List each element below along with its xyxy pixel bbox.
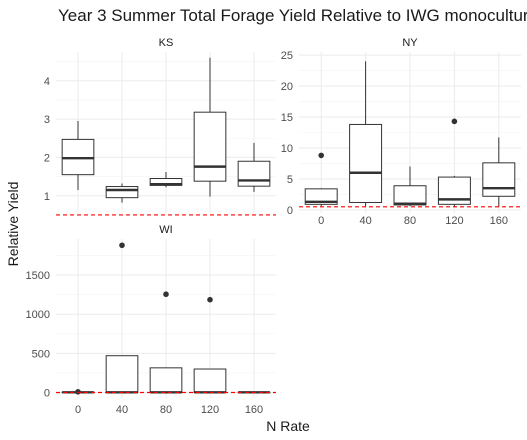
x-tick-label: 40	[359, 215, 371, 227]
box-40	[106, 183, 138, 202]
outlier-point	[207, 297, 213, 303]
outlier-point	[163, 291, 169, 297]
outlier-point	[119, 242, 125, 248]
x-tick-label: 80	[404, 215, 416, 227]
y-tick-label: 1500	[26, 270, 50, 282]
box-iqr	[150, 368, 182, 393]
y-tick-label: 1	[44, 191, 50, 203]
panel-ny: NY 0 5 10 15 20 25 0 40 80 120 160	[281, 37, 521, 227]
y-tick-label: 3	[44, 114, 50, 126]
y-tick-label: 2	[44, 152, 50, 164]
box-0	[62, 121, 94, 190]
box-iqr	[238, 161, 270, 186]
x-tick-label: 160	[245, 404, 263, 416]
y-tick-label: 25	[281, 50, 293, 62]
x-tick-label: 120	[445, 215, 463, 227]
panel-strip-label: KS	[159, 37, 174, 49]
x-tick-label: 120	[201, 404, 219, 416]
y-tick-label: 1000	[26, 309, 50, 321]
box-iqr	[483, 163, 515, 196]
facet-panels: KS 1 2 3 4 NY 0 5 10 15 20 25 0 40 80 120 160 WI 0 500 1000 1…	[26, 37, 521, 416]
x-axis-title: N Rate	[266, 418, 310, 434]
box-0	[62, 389, 94, 395]
box-iqr	[106, 187, 138, 198]
panel-wi: WI 0 500 1000 1500 0 40 80 120 160	[26, 224, 276, 416]
panel-strip-label: WI	[159, 224, 172, 236]
y-tick-label: 20	[281, 81, 293, 93]
x-tick-label: 80	[160, 404, 172, 416]
y-tick-label: 10	[281, 143, 293, 155]
y-tick-label: 5	[287, 174, 293, 186]
panel-strip-label: NY	[402, 37, 418, 49]
box-iqr	[194, 112, 226, 181]
box-80	[394, 167, 426, 207]
box-iqr	[350, 124, 382, 202]
box-iqr	[194, 369, 226, 392]
y-tick-label: 0	[287, 205, 293, 217]
box-iqr	[394, 186, 426, 205]
y-tick-label: 4	[44, 76, 50, 88]
y-tick-label: 15	[281, 112, 293, 124]
outlier-point	[318, 153, 324, 159]
x-tick-label: 0	[75, 404, 81, 416]
chart-title: Year 3 Summer Total Forage Yield Relativ…	[58, 6, 527, 25]
y-tick-label: 0	[44, 388, 50, 400]
box-iqr	[106, 356, 138, 393]
panel-ks: KS 1 2 3 4	[44, 37, 276, 215]
x-tick-label: 160	[490, 215, 508, 227]
outlier-point	[75, 389, 81, 395]
box-160	[238, 143, 270, 192]
box-80	[150, 172, 182, 187]
box-120	[194, 58, 226, 197]
box-40	[350, 61, 382, 207]
x-tick-label: 0	[318, 215, 324, 227]
y-tick-label: 500	[32, 348, 50, 360]
x-tick-label: 40	[116, 404, 128, 416]
outlier-point	[452, 119, 458, 125]
y-axis-title: Relative Yield	[5, 182, 21, 267]
